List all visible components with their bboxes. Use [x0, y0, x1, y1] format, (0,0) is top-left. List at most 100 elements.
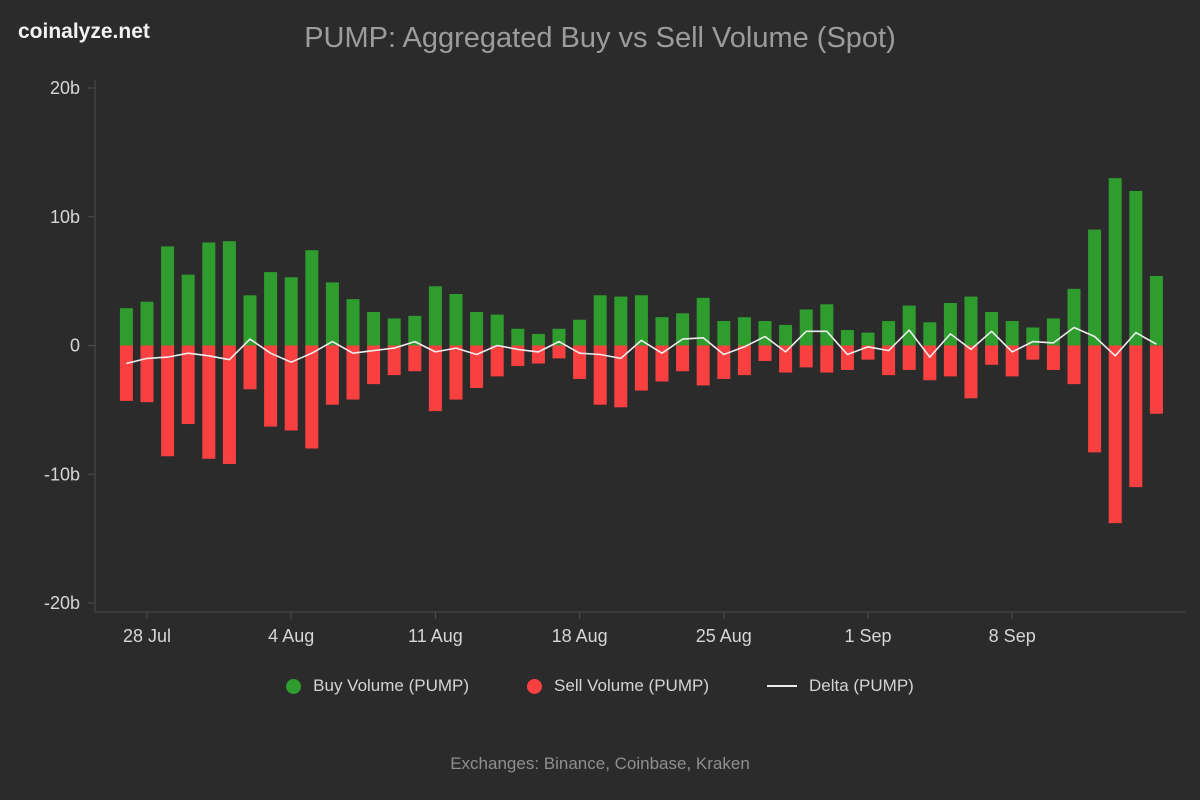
buy-bar: [243, 295, 257, 346]
buy-bar: [511, 328, 525, 346]
buy-bar: [943, 303, 957, 346]
sell-bar: [902, 345, 916, 370]
buy-bar: [882, 321, 896, 346]
sell-bar: [1067, 345, 1081, 385]
buy-bar: [305, 250, 319, 346]
sell-bar: [655, 345, 669, 382]
sell-bar: [1149, 345, 1163, 414]
sell-marker-icon: [527, 678, 543, 694]
legend-delta-label: Delta (PUMP): [808, 676, 914, 695]
sell-bar: [696, 345, 710, 386]
buy-bar: [490, 314, 504, 346]
sell-bar: [161, 345, 175, 457]
buy-bar: [367, 312, 381, 346]
legend-sell-label: Sell Volume (PUMP): [554, 676, 709, 695]
buy-bar: [985, 312, 999, 346]
buy-bar: [325, 282, 339, 346]
buy-bar: [737, 317, 751, 346]
sell-bar: [222, 345, 236, 464]
sell-bar: [140, 345, 154, 403]
buy-bar: [861, 332, 875, 346]
sell-bar: [367, 345, 381, 385]
x-axis-label: 8 Sep: [989, 626, 1036, 646]
buy-bar: [573, 319, 587, 346]
buy-bar: [1067, 288, 1081, 346]
buy-bar: [181, 274, 195, 346]
buy-bar: [408, 315, 422, 346]
legend-item-sell[interactable]: Sell Volume (PUMP): [527, 676, 709, 696]
buy-bar: [1129, 191, 1143, 346]
sell-bar: [470, 345, 484, 388]
buy-bar: [202, 242, 216, 346]
x-axis-label: 25 Aug: [696, 626, 752, 646]
sell-bar: [181, 345, 195, 425]
buy-bar: [1149, 275, 1163, 346]
buy-bar: [964, 296, 978, 346]
buy-bar: [902, 305, 916, 346]
sell-bar: [1129, 345, 1143, 488]
sell-bar: [449, 345, 463, 400]
legend-item-delta[interactable]: Delta (PUMP): [766, 676, 914, 696]
sell-bar: [552, 345, 566, 359]
sell-bar: [119, 345, 133, 401]
sell-bar: [243, 345, 257, 390]
sell-bar: [985, 345, 999, 365]
sell-bar: [676, 345, 690, 372]
sell-bar: [964, 345, 978, 399]
x-axis-label: 1 Sep: [844, 626, 891, 646]
volume-chart: 20b 10b 0 -10b -20b 28 Jul 4 Aug 11 Aug 18 Aug 25…: [44, 78, 1185, 646]
buy-bar: [346, 299, 360, 346]
sell-bar: [799, 345, 813, 368]
buy-bar: [264, 272, 278, 346]
sell-bar: [737, 345, 751, 376]
exchanges-note: Exchanges: Binance, Coinbase, Kraken: [450, 754, 750, 773]
sell-bar: [305, 345, 319, 449]
buy-bar: [717, 321, 731, 346]
buy-bar: [1005, 321, 1019, 346]
sell-bar: [346, 345, 360, 400]
sell-bar: [202, 345, 216, 459]
sell-bar: [531, 345, 545, 364]
sell-bar: [614, 345, 628, 408]
buy-bar: [779, 324, 793, 346]
buy-bar: [531, 333, 545, 346]
buy-bar: [161, 246, 175, 346]
delta-marker-icon: [766, 685, 797, 687]
sell-bar: [943, 345, 957, 377]
sell-bar: [511, 345, 525, 367]
sell-bar: [284, 345, 298, 431]
y-axis-label: -10b: [44, 464, 80, 484]
x-axis-label: 28 Jul: [123, 626, 171, 646]
buy-bar: [799, 309, 813, 346]
sell-bar: [264, 345, 278, 427]
buy-bar: [1046, 318, 1060, 346]
buy-bar: [140, 301, 154, 346]
page-title: PUMP: Aggregated Buy vs Sell Volume (Spo…: [304, 22, 896, 54]
sell-bar: [882, 345, 896, 376]
buy-bar: [1108, 178, 1122, 346]
sell-bar: [861, 345, 875, 360]
sell-bar: [758, 345, 772, 361]
buy-bar: [923, 322, 937, 346]
x-axis-label: 18 Aug: [552, 626, 608, 646]
legend-item-buy[interactable]: Buy Volume (PUMP): [286, 676, 469, 696]
buy-bar: [470, 312, 484, 346]
sell-bar: [1046, 345, 1060, 370]
buy-bar: [1026, 327, 1040, 346]
logo[interactable]: coinalyze.net: [18, 20, 150, 43]
buy-bar: [840, 330, 854, 346]
buy-bar: [676, 313, 690, 346]
x-axis-label: 11 Aug: [408, 626, 463, 646]
sell-bar: [1026, 345, 1040, 360]
buy-bar: [758, 321, 772, 346]
sell-bar: [1088, 345, 1102, 453]
sell-bar: [387, 345, 401, 376]
sell-bar: [490, 345, 504, 377]
buy-bar: [655, 317, 669, 346]
sell-bar: [325, 345, 339, 405]
buy-bar: [1088, 229, 1102, 346]
legend-buy-label: Buy Volume (PUMP): [313, 676, 470, 695]
x-axis-label: 4 Aug: [268, 626, 314, 646]
y-axis-label: 10b: [50, 207, 80, 227]
delta-line: [126, 326, 1157, 365]
